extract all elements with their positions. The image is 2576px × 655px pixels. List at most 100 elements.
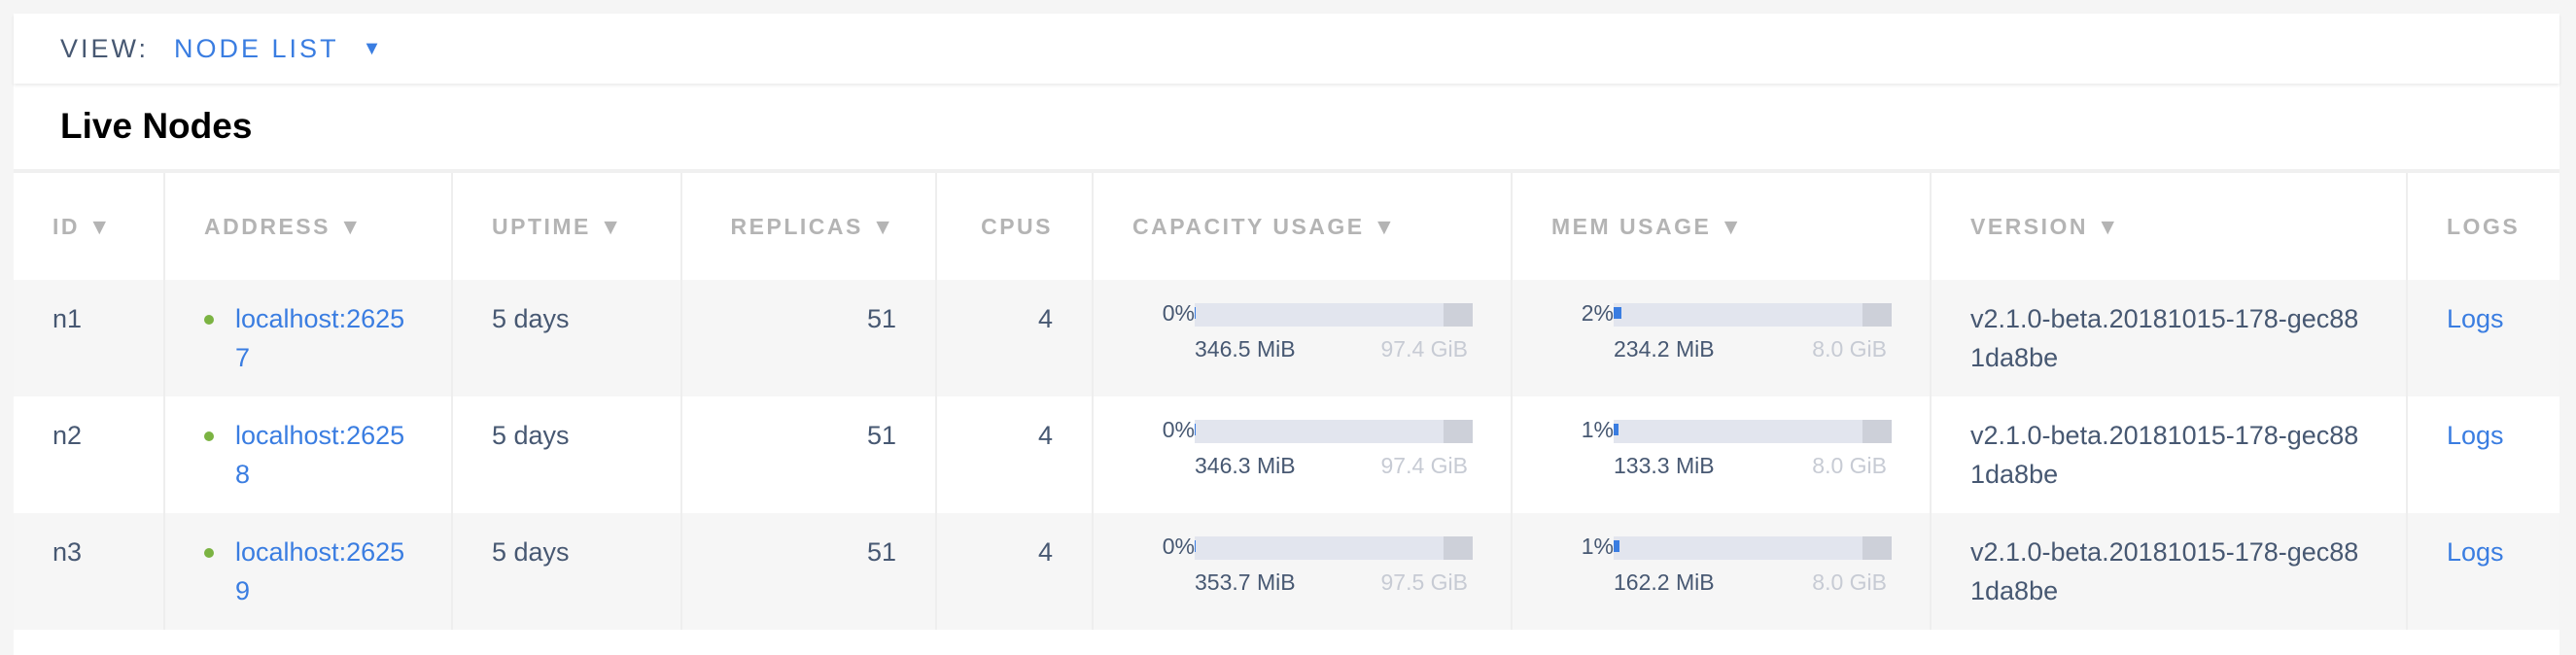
node-uptime: 5 days	[452, 280, 682, 396]
view-selector-bar: VIEW: NODE LIST ▼	[14, 14, 2559, 84]
capacity-bar	[1195, 536, 1473, 560]
table-row: n2 localhost:26258 5 days 51 4 0% 346.3 …	[14, 396, 2559, 513]
capacity-total: 97.4 GiB	[1380, 453, 1469, 478]
mem-usage-meter: 2% 234.2 MiB 8.0 GiB	[1551, 299, 1930, 387]
mem-total: 8.0 GiB	[1812, 336, 1887, 362]
capacity-bar-end	[1444, 303, 1473, 327]
node-address-cell: localhost:26258	[164, 396, 453, 513]
node-cpus: 4	[936, 513, 1094, 630]
caret-down-icon: ▼	[362, 37, 385, 59]
capacity-bar-fill	[1195, 307, 1197, 319]
node-id: n2	[14, 396, 165, 513]
column-header-logs: LOGS	[2447, 213, 2521, 239]
capacity-used: 346.5 MiB	[1195, 336, 1296, 362]
column-header-address[interactable]: ADDRESS ▼	[164, 173, 453, 280]
capacity-usage-cell: 0% 346.5 MiB 97.4 GiB	[1093, 280, 1513, 396]
capacity-usage-cell: 0% 346.3 MiB 97.4 GiB	[1093, 396, 1513, 513]
node-cpus: 4	[936, 280, 1094, 396]
capacity-total: 97.4 GiB	[1380, 336, 1469, 362]
mem-bar-fill	[1614, 424, 1619, 435]
node-version: v2.1.0-beta.20181015-178-gec881da8be	[1970, 537, 2359, 605]
column-header-mem-usage[interactable]: MEM USAGE ▼	[1512, 173, 1932, 280]
capacity-bar-end	[1444, 420, 1473, 443]
capacity-total: 97.5 GiB	[1380, 569, 1469, 595]
mem-bar	[1614, 420, 1892, 443]
capacity-percent: 0%	[1162, 534, 1195, 559]
logs-cell: Logs	[2407, 280, 2559, 396]
capacity-bar-end	[1444, 536, 1473, 560]
capacity-usage-meter: 0% 346.5 MiB 97.4 GiB	[1132, 299, 1511, 387]
capacity-usage-meter: 0% 346.3 MiB 97.4 GiB	[1132, 416, 1511, 503]
logs-cell: Logs	[2407, 396, 2559, 513]
mem-bar-fill	[1614, 540, 1619, 552]
mem-usage-cell: 1% 133.3 MiB 8.0 GiB	[1512, 396, 1932, 513]
column-header-replicas[interactable]: REPLICAS ▼	[681, 173, 937, 280]
column-header-version[interactable]: VERSION ▼	[1931, 173, 2408, 280]
live-status-dot-icon	[204, 548, 214, 558]
nodes-panel: VIEW: NODE LIST ▼ Live Nodes ID ▼ ADDRESS…	[14, 14, 2559, 655]
node-address-cell: localhost:26257	[164, 280, 453, 396]
mem-used: 162.2 MiB	[1614, 569, 1715, 595]
view-dropdown[interactable]: NODE LIST ▼	[174, 34, 384, 64]
mem-bar-fill	[1614, 307, 1622, 319]
mem-usage-meter: 1% 162.2 MiB 8.0 GiB	[1551, 533, 1930, 620]
node-address-link[interactable]: localhost:26258	[235, 421, 405, 489]
node-cpus: 4	[936, 396, 1094, 513]
capacity-percent: 0%	[1162, 300, 1195, 326]
node-id: n3	[14, 513, 165, 630]
mem-total: 8.0 GiB	[1812, 453, 1887, 478]
mem-bar-end	[1862, 536, 1892, 560]
node-version-cell: v2.1.0-beta.20181015-178-gec881da8be	[1931, 280, 2408, 396]
node-uptime: 5 days	[452, 513, 682, 630]
capacity-bar-fill	[1195, 540, 1197, 552]
live-nodes-table: ID ▼ ADDRESS ▼ UPTIME ▼ REPLICAS ▼ CPUS CAPAC…	[14, 173, 2559, 630]
capacity-bar	[1195, 303, 1473, 327]
logs-cell: Logs	[2407, 513, 2559, 630]
mem-used: 133.3 MiB	[1614, 453, 1715, 478]
mem-bar	[1614, 303, 1892, 327]
node-version: v2.1.0-beta.20181015-178-gec881da8be	[1970, 421, 2359, 489]
node-version-cell: v2.1.0-beta.20181015-178-gec881da8be	[1931, 396, 2408, 513]
node-version-cell: v2.1.0-beta.20181015-178-gec881da8be	[1931, 513, 2408, 630]
mem-total: 8.0 GiB	[1812, 569, 1887, 595]
mem-usage-meter: 1% 133.3 MiB 8.0 GiB	[1551, 416, 1930, 503]
mem-percent: 2%	[1581, 300, 1614, 326]
mem-percent: 1%	[1581, 534, 1614, 559]
capacity-bar-fill	[1195, 424, 1197, 435]
mem-percent: 1%	[1581, 417, 1614, 442]
node-replicas: 51	[681, 396, 937, 513]
column-header-cpus: CPUS	[936, 173, 1094, 280]
logs-link[interactable]: Logs	[2447, 304, 2504, 333]
table-row: n3 localhost:26259 5 days 51 4 0% 353.7 …	[14, 513, 2559, 630]
node-address-link[interactable]: localhost:26257	[235, 304, 405, 372]
capacity-percent: 0%	[1162, 417, 1195, 442]
node-replicas: 51	[681, 280, 937, 396]
node-address-cell: localhost:26259	[164, 513, 453, 630]
mem-bar-end	[1862, 303, 1892, 327]
capacity-used: 353.7 MiB	[1195, 569, 1296, 595]
mem-usage-cell: 2% 234.2 MiB 8.0 GiB	[1512, 280, 1932, 396]
capacity-usage-meter: 0% 353.7 MiB 97.5 GiB	[1132, 533, 1511, 620]
mem-bar-end	[1862, 420, 1892, 443]
column-header-id[interactable]: ID ▼	[14, 173, 165, 280]
mem-used: 234.2 MiB	[1614, 336, 1715, 362]
column-header-uptime[interactable]: UPTIME ▼	[452, 173, 682, 280]
view-label: VIEW:	[60, 33, 150, 63]
logs-link[interactable]: Logs	[2447, 421, 2504, 450]
live-status-dot-icon	[204, 431, 214, 441]
live-status-dot-icon	[204, 315, 214, 325]
mem-usage-cell: 1% 162.2 MiB 8.0 GiB	[1512, 513, 1932, 630]
table-row: n1 localhost:26257 5 days 51 4 0% 346.5 …	[14, 280, 2559, 396]
capacity-used: 346.3 MiB	[1195, 453, 1296, 478]
node-address-link[interactable]: localhost:26259	[235, 537, 405, 605]
node-uptime: 5 days	[452, 396, 682, 513]
logs-link[interactable]: Logs	[2447, 537, 2504, 567]
node-version: v2.1.0-beta.20181015-178-gec881da8be	[1970, 304, 2359, 372]
node-replicas: 51	[681, 513, 937, 630]
capacity-usage-cell: 0% 353.7 MiB 97.5 GiB	[1093, 513, 1513, 630]
column-header-capacity-usage[interactable]: CAPACITY USAGE ▼	[1093, 173, 1513, 280]
view-dropdown-value: NODE LIST	[174, 33, 339, 63]
section-title: Live Nodes	[14, 84, 2559, 173]
node-id: n1	[14, 280, 165, 396]
capacity-bar	[1195, 420, 1473, 443]
